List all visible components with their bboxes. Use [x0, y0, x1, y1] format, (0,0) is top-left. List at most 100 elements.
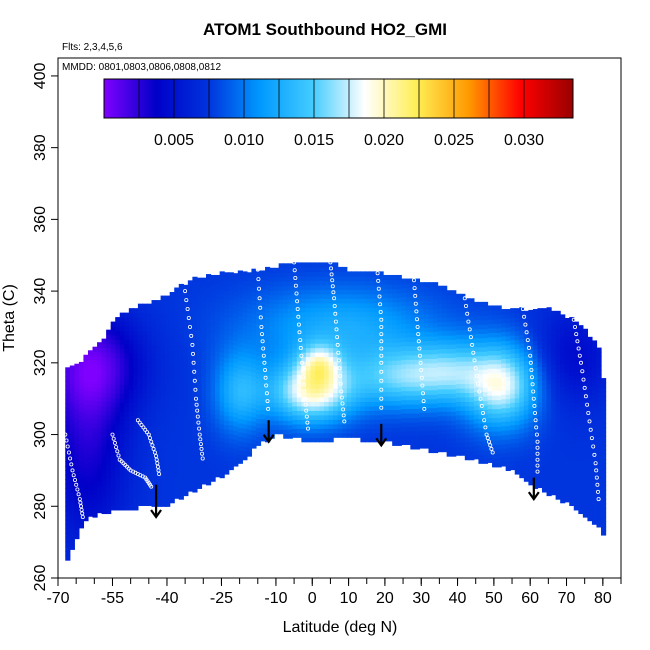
- heatmap-cell: [383, 337, 389, 343]
- heatmap-cell: [92, 422, 98, 428]
- heatmap-cell: [124, 397, 130, 403]
- heatmap-cell: [319, 298, 325, 304]
- heatmap-cell: [505, 461, 511, 467]
- heatmap-cell: [237, 292, 243, 298]
- heatmap-cell: [324, 392, 330, 398]
- heatmap-cell: [569, 460, 575, 466]
- heatmap-cell: [537, 393, 543, 399]
- heatmap-cell: [519, 414, 525, 420]
- heatmap-cell: [578, 468, 584, 474]
- heatmap-cell: [92, 463, 98, 469]
- heatmap-cell: [233, 412, 239, 418]
- heatmap-cell: [115, 424, 121, 430]
- heatmap-cell: [128, 496, 134, 502]
- heatmap-cell: [582, 333, 588, 339]
- heatmap-cell: [324, 293, 330, 299]
- heatmap-cell: [528, 475, 534, 481]
- heatmap-cell: [542, 406, 548, 412]
- heatmap-cell: [128, 344, 134, 350]
- heatmap-cell: [578, 365, 584, 371]
- heatmap-cell: [224, 290, 230, 296]
- heatmap-cell: [119, 505, 125, 511]
- heatmap-cell: [596, 450, 602, 456]
- heatmap-cell: [596, 392, 602, 398]
- heatmap-cell: [578, 441, 584, 447]
- heatmap-cell: [156, 501, 162, 507]
- heatmap-cell: [510, 406, 516, 412]
- heatmap-cell: [119, 411, 125, 417]
- heatmap-cell: [124, 456, 130, 462]
- heatmap-cell: [65, 542, 71, 548]
- heatmap-cell: [582, 481, 588, 487]
- heatmap-cell: [124, 357, 130, 363]
- heatmap-cell: [369, 387, 375, 394]
- heatmap-cell: [69, 410, 75, 416]
- heatmap-cell: [423, 412, 430, 418]
- heatmap-cell: [165, 389, 171, 395]
- heatmap-cell: [392, 337, 398, 343]
- heatmap-cell: [396, 360, 402, 366]
- heatmap-cell: [532, 331, 539, 337]
- heatmap-cell: [206, 426, 212, 432]
- heatmap-cell: [314, 329, 321, 335]
- heatmap-cell: [560, 417, 566, 423]
- heatmap-cell: [169, 444, 175, 450]
- heatmap-cell: [255, 427, 262, 433]
- heatmap-cell: [83, 363, 89, 369]
- heatmap-cell: [160, 398, 166, 404]
- heatmap-cell: [419, 425, 425, 431]
- heatmap-cell: [455, 446, 461, 452]
- heatmap-cell: [65, 488, 71, 494]
- heatmap-cell: [378, 401, 384, 407]
- heatmap-cell: [355, 338, 361, 344]
- heatmap-cell: [369, 298, 375, 304]
- heatmap-cell: [460, 316, 466, 322]
- heatmap-cell: [319, 280, 325, 286]
- heatmap-cell: [65, 524, 71, 530]
- heatmap-cell: [119, 393, 125, 399]
- heatmap-cell: [428, 367, 434, 373]
- heatmap-cell: [542, 487, 548, 493]
- heatmap-cell: [215, 297, 221, 303]
- heatmap-cell: [242, 414, 248, 420]
- heatmap-cell: [601, 387, 607, 393]
- heatmap-cell: [287, 402, 293, 408]
- heatmap-cell: [342, 280, 348, 286]
- heatmap-cell: [528, 435, 534, 441]
- heatmap-cell: [451, 411, 457, 417]
- heatmap-cell: [601, 508, 607, 514]
- heatmap-cell: [83, 359, 89, 365]
- heatmap-cell: [514, 402, 520, 408]
- heatmap-cell: [246, 420, 253, 426]
- heatmap-cell: [460, 338, 466, 344]
- heatmap-cell: [460, 392, 466, 398]
- heatmap-cell: [292, 334, 298, 340]
- heatmap-cell: [246, 375, 253, 381]
- heatmap-cell: [523, 431, 529, 437]
- heatmap-cell: [523, 440, 529, 446]
- heatmap-cell: [137, 366, 144, 372]
- heatmap-cell: [210, 476, 216, 482]
- heatmap-cell: [165, 425, 171, 431]
- heatmap-cell: [101, 365, 107, 371]
- heatmap-cell: [219, 437, 225, 443]
- heatmap-cell: [464, 410, 470, 416]
- track-point: [376, 286, 381, 291]
- heatmap-cell: [582, 364, 588, 370]
- heatmap-cell: [319, 311, 325, 317]
- heatmap-cell: [219, 374, 225, 380]
- track-point: [462, 296, 467, 301]
- heatmap-cell: [392, 288, 398, 294]
- heatmap-cell: [274, 379, 280, 385]
- heatmap-cell: [78, 456, 85, 462]
- heatmap-cell: [346, 419, 352, 425]
- heatmap-cell: [546, 343, 552, 349]
- track-point: [304, 408, 309, 413]
- heatmap-cell: [287, 357, 293, 363]
- heatmap-cell: [487, 368, 493, 374]
- heatmap-cell: [482, 333, 489, 339]
- heatmap-cell: [146, 375, 153, 381]
- heatmap-cell: [401, 408, 407, 414]
- heatmap-cell: [215, 333, 221, 339]
- heatmap-cell: [83, 408, 89, 414]
